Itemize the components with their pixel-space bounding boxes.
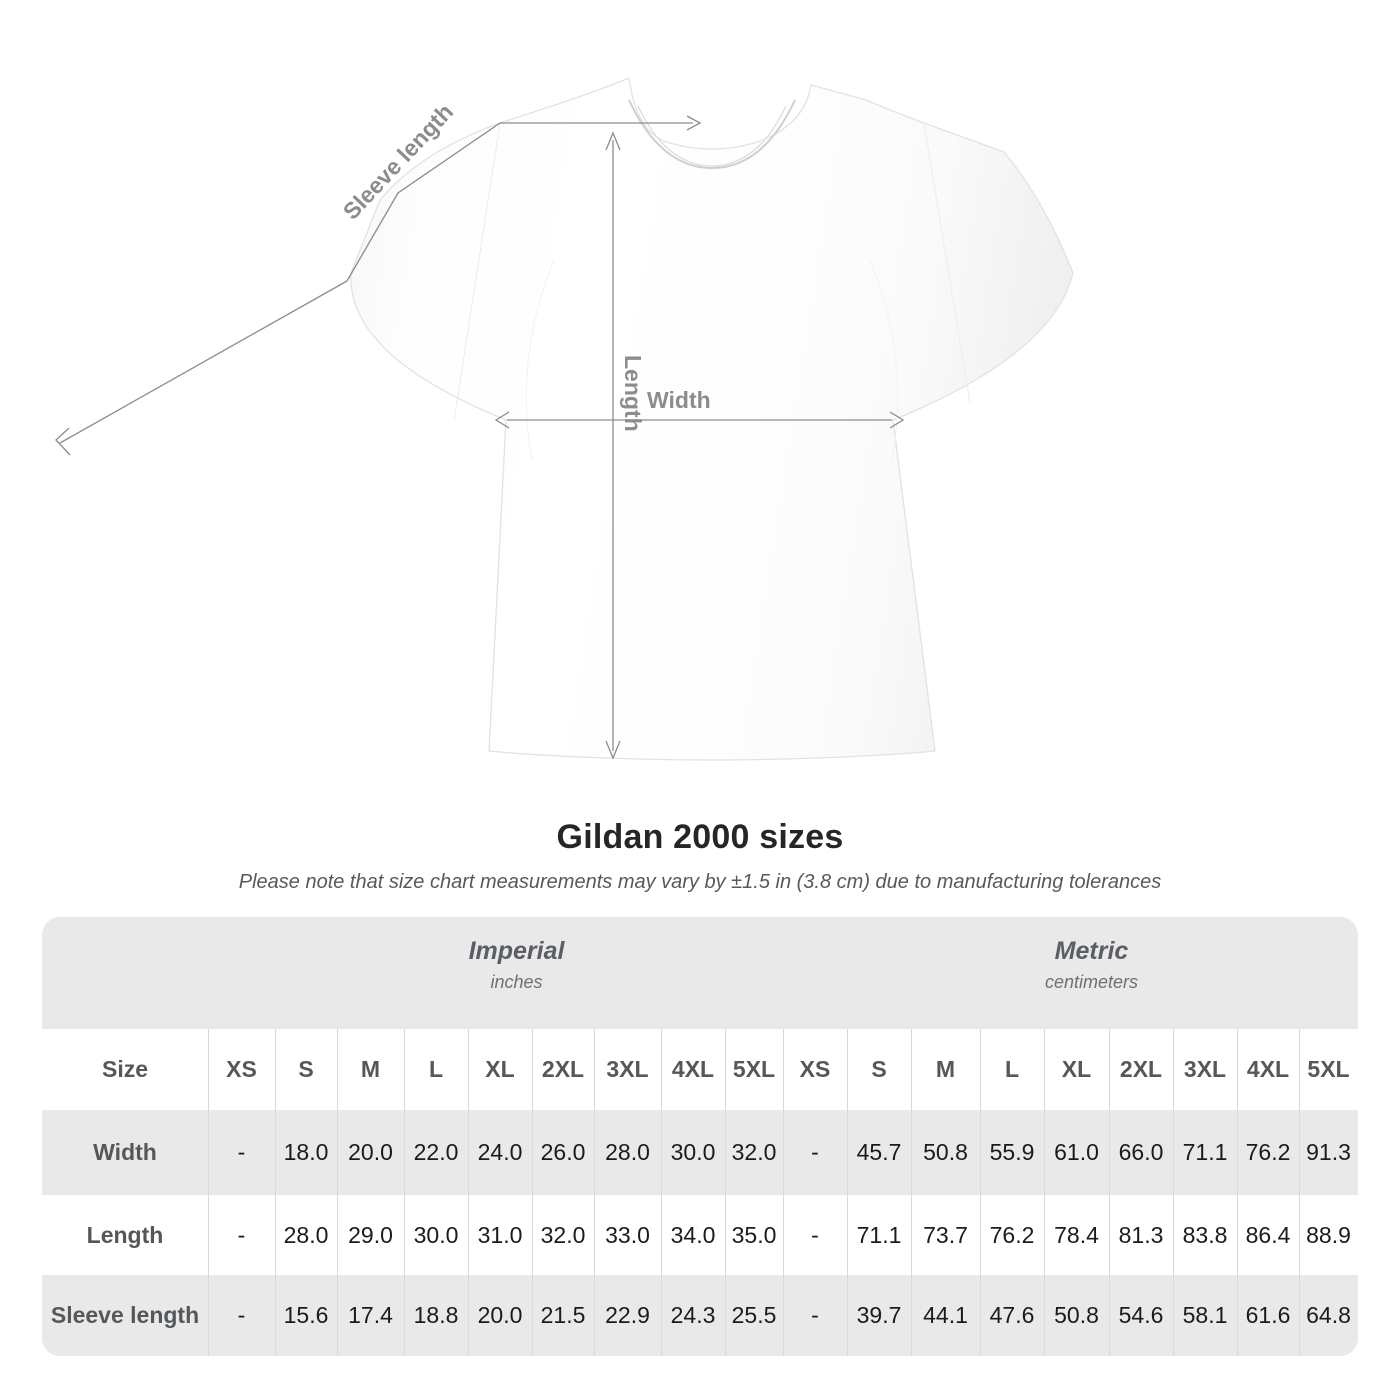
svg-text:Width: Width xyxy=(647,387,711,413)
svg-text:Length: Length xyxy=(620,355,646,432)
